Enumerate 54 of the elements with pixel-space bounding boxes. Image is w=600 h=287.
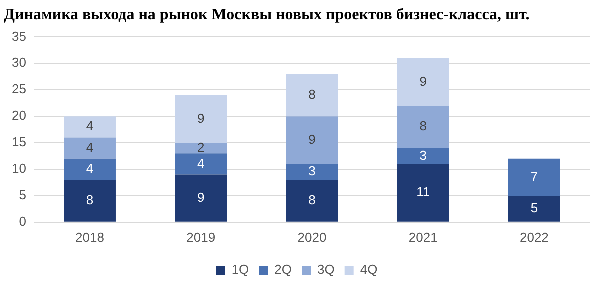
y-tick-label: 10 (12, 161, 26, 176)
data-label: 8 (420, 118, 427, 134)
bar (286, 180, 338, 222)
y-tick-label: 25 (12, 82, 26, 97)
data-label: 11 (416, 184, 430, 200)
data-label: 4 (198, 156, 205, 171)
data-label: 8 (86, 192, 94, 208)
y-tick-label: 5 (19, 188, 26, 203)
data-label: 3 (308, 164, 316, 179)
bar (175, 154, 228, 175)
legend-label: 2Q (274, 262, 292, 278)
y-tick-label: 35 (12, 28, 26, 44)
data-label: 9 (198, 110, 205, 126)
bar (286, 116, 338, 164)
data-label: 4 (86, 140, 94, 155)
data-label: 2 (198, 140, 205, 155)
bar (286, 164, 338, 180)
data-label: 8 (308, 86, 316, 102)
x-tick-label: 2021 (408, 230, 438, 245)
data-label: 4 (86, 118, 94, 134)
bar (64, 138, 116, 159)
data-label: 7 (530, 169, 538, 184)
data-label: 9 (420, 74, 427, 89)
data-label: 9 (308, 132, 316, 147)
y-tick-label: 15 (12, 134, 26, 150)
legend-label: 3Q (318, 262, 335, 278)
bar (64, 116, 116, 138)
y-tick-label: 20 (12, 108, 26, 124)
bar (508, 196, 560, 222)
bar (397, 148, 450, 164)
x-tick-label: 2020 (298, 230, 327, 245)
data-label: 9 (198, 190, 205, 205)
bar (397, 164, 450, 222)
x-tick-label: 2018 (76, 230, 104, 245)
y-tick-label: 30 (12, 55, 26, 70)
legend-label: 1Q (232, 262, 250, 278)
x-tick-label: 2019 (186, 230, 216, 245)
bar (175, 95, 228, 144)
bar (286, 74, 338, 117)
bar (64, 180, 116, 222)
bar (397, 58, 450, 106)
chart-title: Динамика выхода на рынок Москвы новых проектов бизнес-класса, шт. (4, 6, 530, 24)
legend-label: 4Q (360, 262, 378, 278)
bar (175, 174, 228, 222)
y-tick-label: 0 (19, 214, 26, 229)
bar (64, 158, 116, 180)
bar (175, 143, 228, 154)
data-label: 5 (530, 200, 538, 216)
data-label: 8 (308, 192, 316, 208)
bar (397, 106, 450, 148)
x-tick-label: 2022 (520, 230, 549, 245)
bar (508, 158, 560, 196)
data-label: 4 (86, 161, 94, 176)
data-label: 3 (420, 148, 427, 163)
